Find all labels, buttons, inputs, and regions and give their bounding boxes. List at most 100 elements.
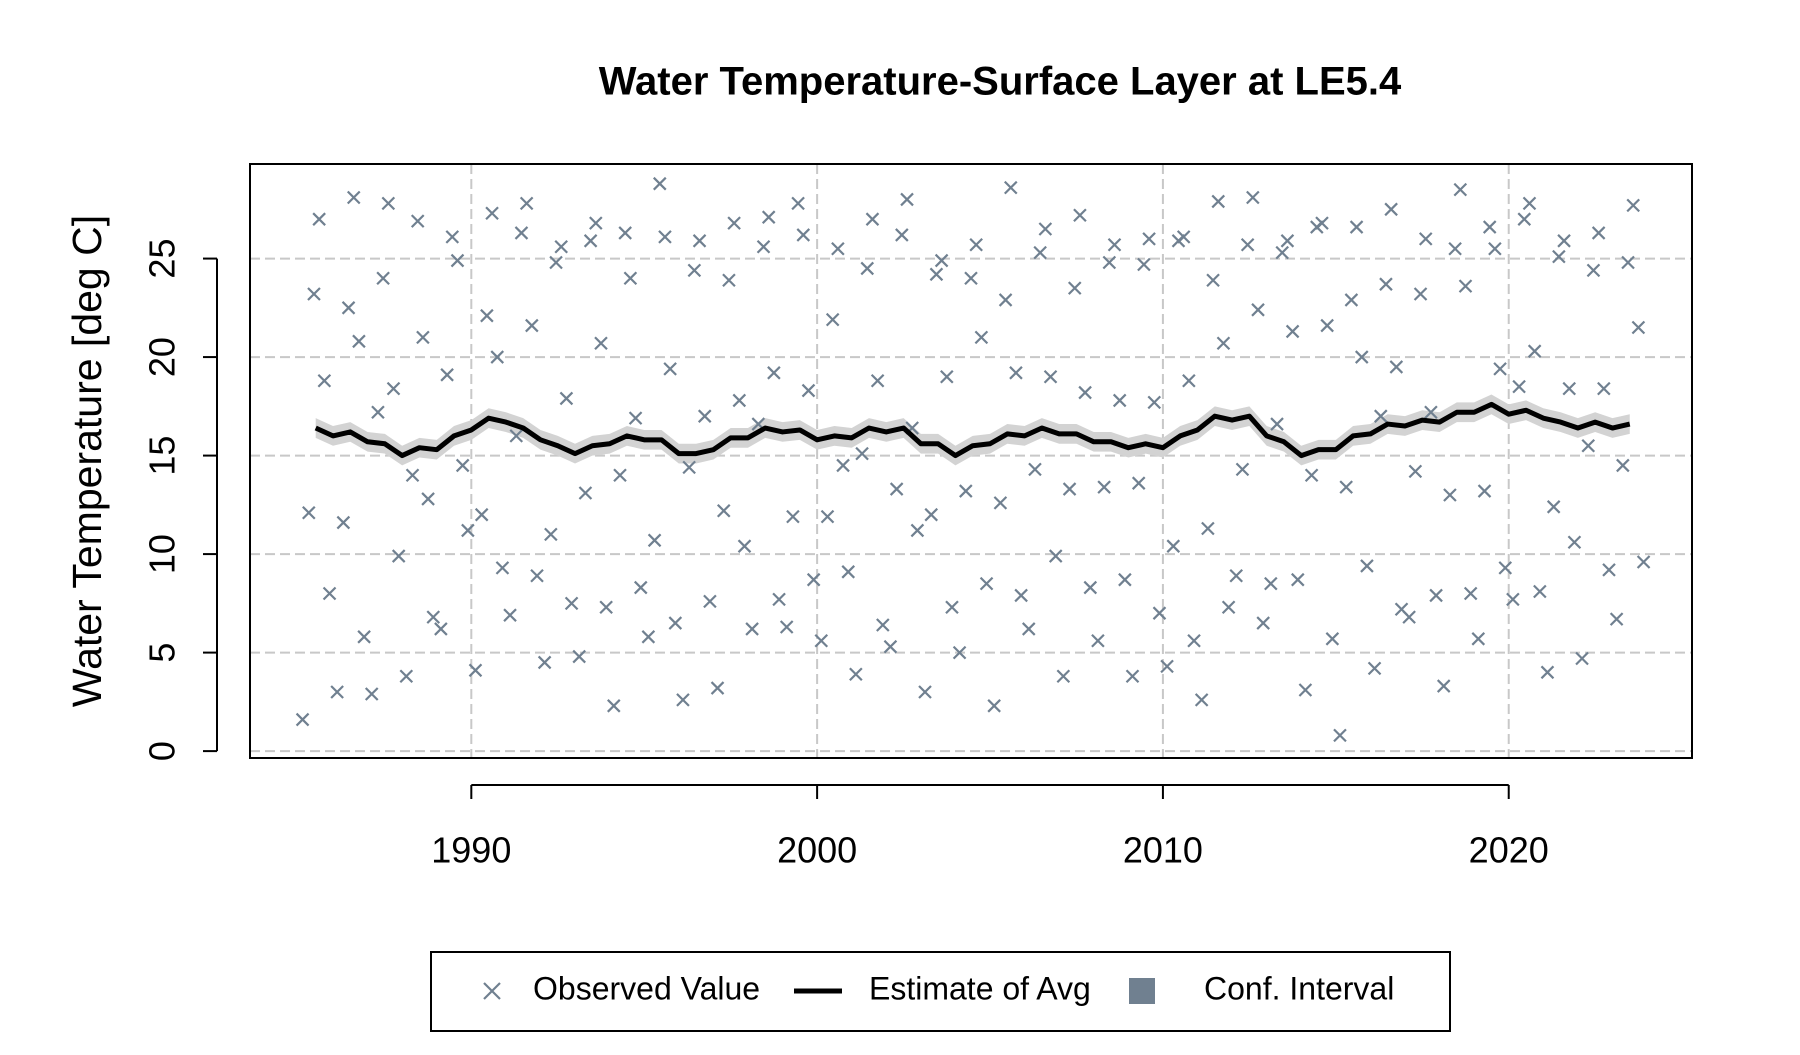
data-point [900,192,914,207]
data-point [1429,588,1443,603]
data-point [1240,237,1255,252]
data-point [1567,535,1582,550]
data-point [564,596,579,611]
data-point [1581,438,1596,453]
y-tick-label: 25 [142,239,183,279]
data-point [1028,462,1042,477]
data-point [687,263,702,278]
data-point [974,330,989,345]
data-point [1131,476,1146,490]
data-point [952,645,967,660]
data-point [509,429,524,443]
data-point [594,336,608,351]
data-point [841,565,856,579]
data-point [1349,220,1364,234]
data-point [525,318,539,333]
data-point [831,241,845,256]
data-point [426,610,441,624]
data-point [1453,182,1468,197]
data-point [544,527,558,542]
data-point [391,549,406,563]
data-point [1546,500,1561,514]
data-point [572,649,586,664]
y-tick-label: 20 [142,337,183,377]
data-point [589,216,603,230]
data-point [633,580,648,595]
data-point [450,253,465,268]
data-point [1275,245,1289,260]
x-tick-label: 2000 [777,830,857,871]
data-point [1048,549,1063,563]
data-point [722,273,736,288]
data-point [1137,257,1151,272]
data-point [1488,241,1502,256]
data-point [1304,468,1319,483]
data-point [1118,572,1132,587]
chart-title: Water Temperature-Surface Layer at LE5.4 [599,60,1402,104]
data-point [767,366,781,380]
data-point [1552,249,1566,264]
data-point [993,496,1008,510]
data-point [910,523,925,538]
data-point [697,409,712,423]
data-point [964,271,978,286]
x-tick-label: 2010 [1123,830,1203,871]
data-point [692,234,707,248]
data-point [1112,393,1127,408]
data-point [814,633,829,648]
data-point [772,592,786,607]
data-point [607,699,621,713]
data-point [761,210,776,224]
data-point [1107,237,1122,252]
data-point [416,330,430,345]
data-point [1182,373,1196,388]
data-point [1097,480,1111,494]
data-point [1320,318,1334,333]
legend-label: Observed Value [533,970,760,1006]
data-point [918,685,932,699]
data-point [1211,194,1226,209]
data-point [1408,464,1423,479]
data-point [1609,612,1624,626]
data-point [732,393,747,408]
data-point [1033,245,1047,260]
data-point [998,293,1013,307]
data-point [346,190,361,205]
data-point [1256,616,1270,630]
data-point [405,468,420,483]
data-point [1315,216,1329,230]
data-point [1493,362,1507,376]
data-point [1517,212,1532,226]
data-point [1091,633,1105,648]
data-point [836,458,850,473]
data-point [1512,379,1526,394]
data-point [979,576,994,591]
data-point [307,287,321,301]
data-point [549,255,563,270]
data-point [1586,263,1601,278]
data-point [480,308,494,323]
data-point [376,271,390,286]
data-point [330,685,344,699]
data-point [855,446,869,461]
data-point [1631,320,1646,335]
data-point [1298,683,1313,697]
data-point [364,687,379,701]
data-point [1448,241,1462,256]
data-point [1557,234,1571,248]
data-point [1194,693,1209,707]
data-point [1021,622,1036,636]
data-point [1014,588,1028,603]
data-point [791,196,805,211]
data-point [1201,521,1215,536]
data-point [1533,584,1547,599]
y-tick-label: 5 [142,643,183,663]
data-point [559,391,574,406]
data-point [876,618,890,632]
data-point [825,312,840,327]
data-point [1166,539,1181,553]
data-point [1280,234,1295,248]
y-tick-label: 15 [142,436,183,476]
data-point [647,533,662,548]
data-point [820,509,835,524]
